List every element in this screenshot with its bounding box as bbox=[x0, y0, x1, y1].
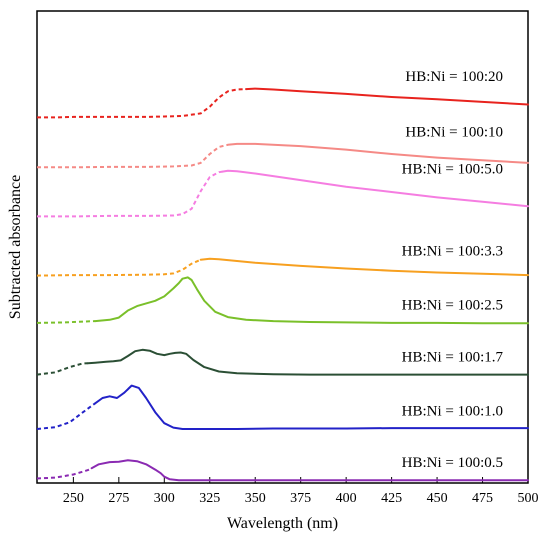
series-line-dashed-100-3_3 bbox=[36, 258, 202, 277]
series-label-100-3_3: HB:Ni = 100:3.3 bbox=[402, 244, 503, 260]
series-labels: HB:Ni = 100:20 HB:Ni = 100:10 HB:Ni = 100:… bbox=[402, 69, 504, 471]
x-tick-label-350: 350 bbox=[245, 491, 266, 506]
y-axis-title: Subtracted absorbance bbox=[7, 175, 24, 319]
x-axis-title: Wavelength (nm) bbox=[227, 515, 338, 532]
series-label-100-10: HB:Ni = 100:10 bbox=[405, 125, 503, 141]
x-tick-label-325: 325 bbox=[199, 491, 220, 506]
series-line-dashed-100-20 bbox=[37, 88, 247, 119]
series-line-100-1_0 bbox=[94, 384, 529, 430]
x-tick-label-300: 300 bbox=[154, 491, 175, 506]
series-line-100-3_3 bbox=[199, 257, 529, 277]
series-line-dashed-100-0_5 bbox=[36, 467, 93, 480]
series-line-100-5_0 bbox=[221, 169, 529, 208]
plot-frame bbox=[36, 10, 529, 484]
series-label-100-5_0: HB:Ni = 100:5.0 bbox=[402, 162, 503, 178]
x-tick-label-275: 275 bbox=[108, 491, 129, 506]
x-tick-label-425: 425 bbox=[381, 491, 402, 506]
series-line-100-10 bbox=[226, 142, 529, 164]
series-line-100-20 bbox=[245, 87, 529, 106]
series-line-dashed-100-5_0 bbox=[37, 170, 223, 218]
x-tick-label-450: 450 bbox=[427, 491, 448, 506]
series-line-dashed-100-1_0 bbox=[36, 402, 96, 430]
x-tick-label-475: 475 bbox=[472, 491, 493, 506]
series-line-100-0_5 bbox=[90, 459, 529, 482]
series-label-100-1_7: HB:Ni = 100:1.7 bbox=[402, 350, 504, 366]
x-tick-label-400: 400 bbox=[336, 491, 357, 506]
series-line-dashed-100-2_5 bbox=[36, 320, 96, 324]
series-label-100-20: HB:Ni = 100:20 bbox=[405, 69, 503, 85]
x-tick-label-375: 375 bbox=[290, 491, 311, 506]
series-line-dashed-100-10 bbox=[37, 143, 229, 169]
series-line-100-2_5 bbox=[94, 276, 529, 325]
series-label-100-2_5: HB:Ni = 100:2.5 bbox=[402, 297, 503, 313]
series-label-100-0_5: HB:Ni = 100:0.5 bbox=[402, 455, 503, 471]
series-curves bbox=[36, 87, 529, 482]
series-line-100-1_7 bbox=[86, 348, 529, 376]
series-line-dashed-100-1_7 bbox=[36, 362, 88, 376]
x-tick-label-500: 500 bbox=[518, 491, 539, 506]
x-axis-tick-labels: 250 275 300 325 350 375 400 425 450 475 500 bbox=[63, 491, 539, 506]
x-tick-label-250: 250 bbox=[63, 491, 84, 506]
series-label-100-1_0: HB:Ni = 100:1.0 bbox=[402, 404, 503, 420]
